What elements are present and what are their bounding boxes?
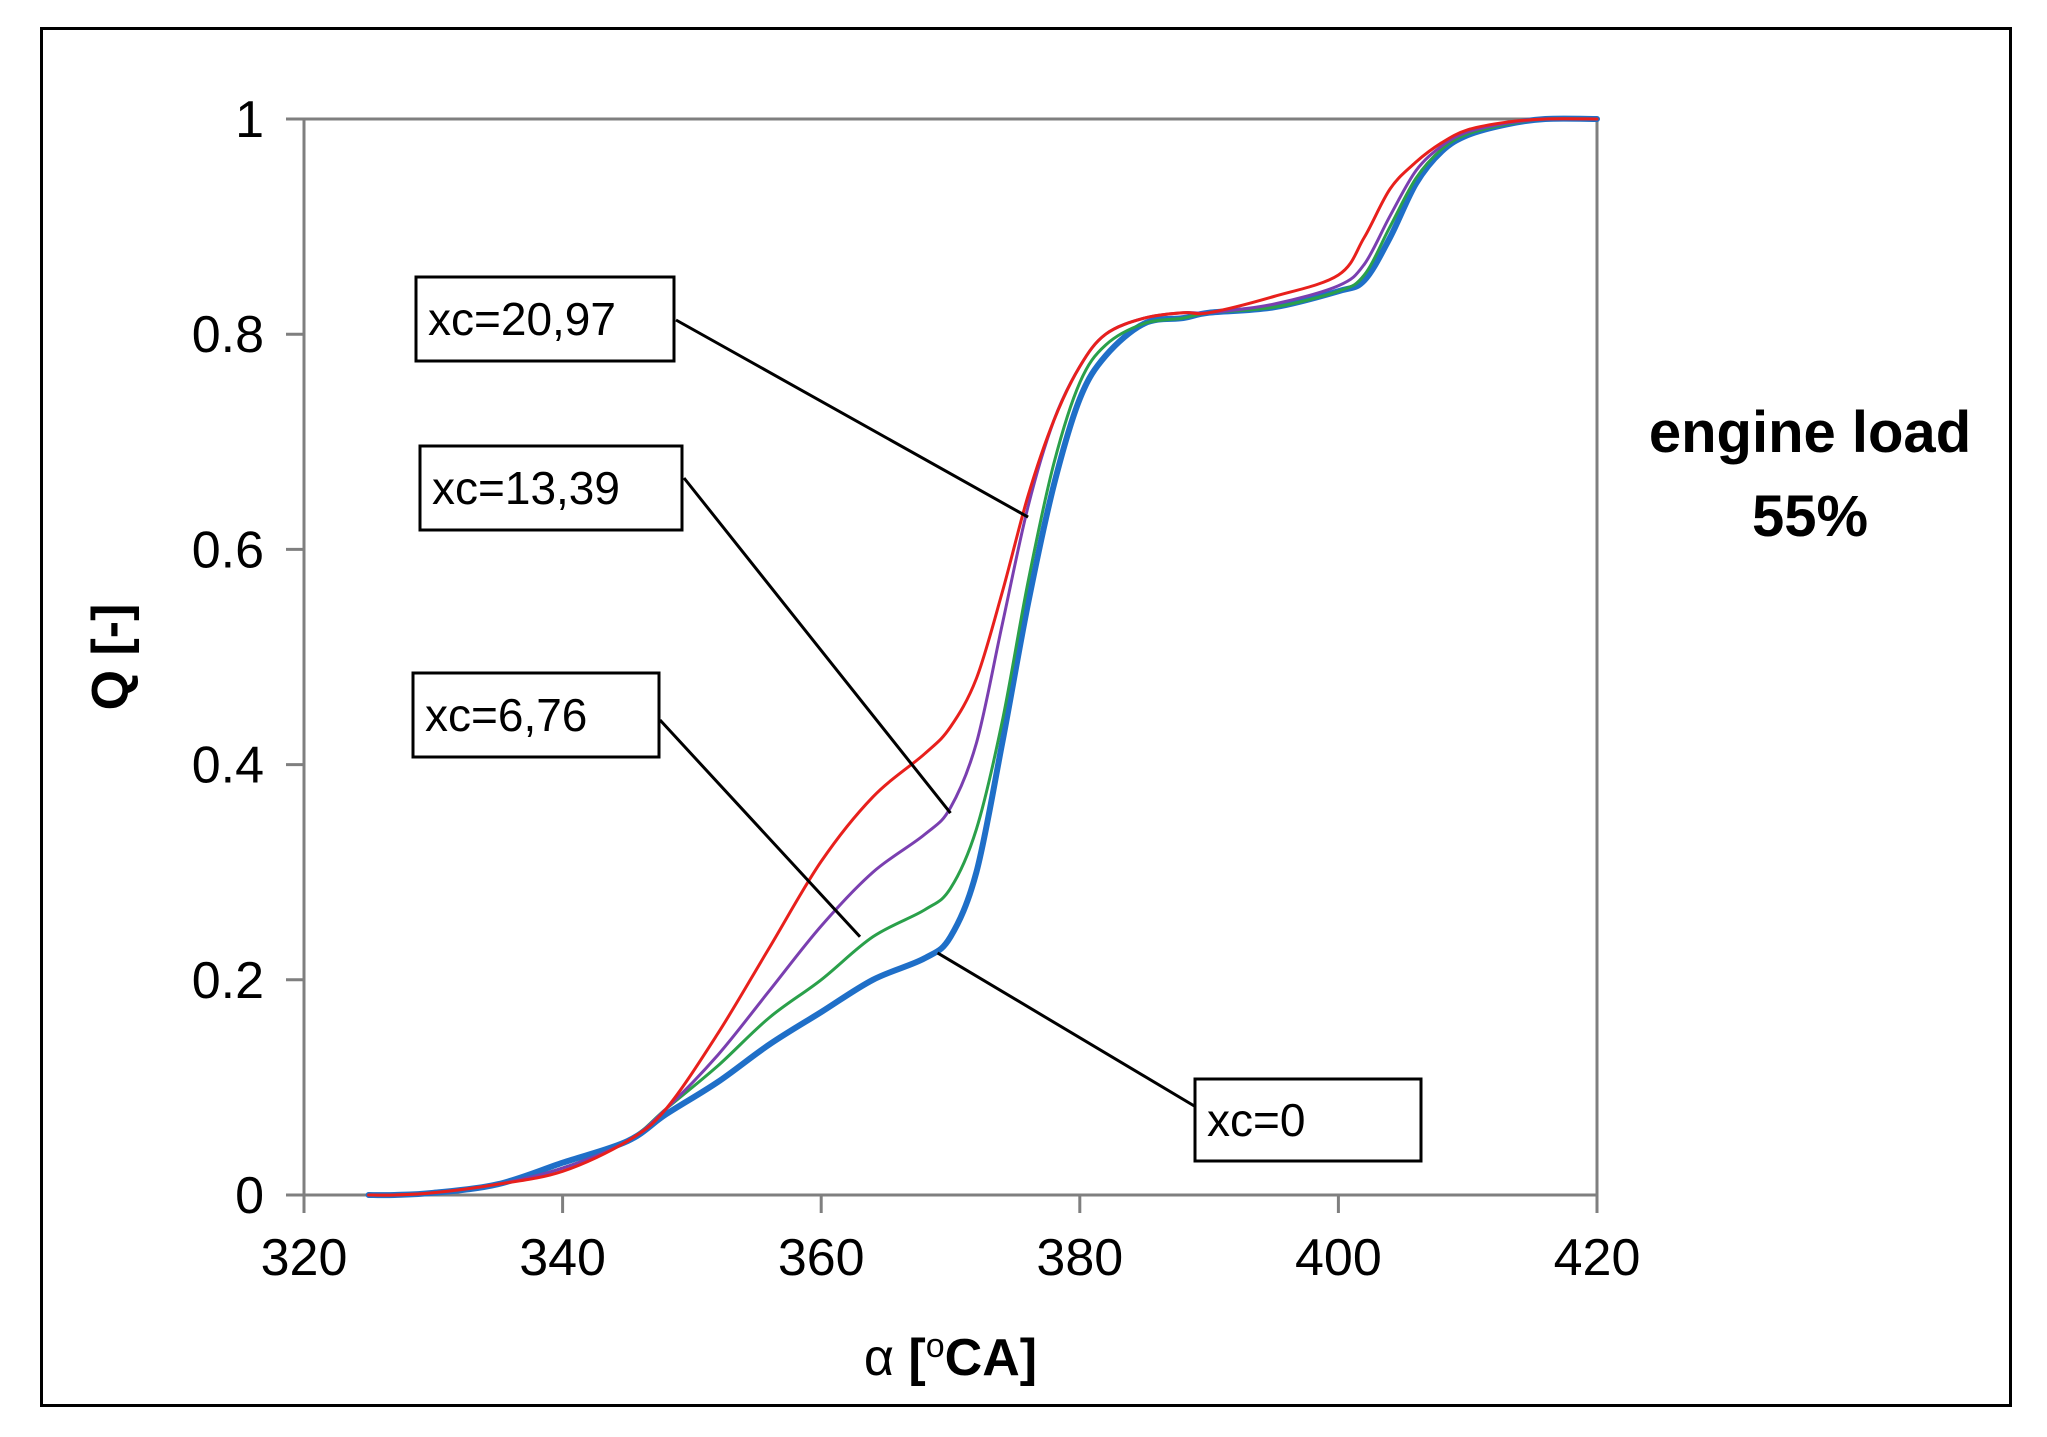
y-axis-title: Q [-] xyxy=(82,604,140,711)
x-axis-title-unit: CA] xyxy=(945,1329,1037,1387)
callout-leader-line xyxy=(936,951,1197,1109)
x-axis-title: α [oCA] xyxy=(864,1327,1037,1387)
series-line-xc-20-97 xyxy=(367,117,1599,1197)
callout-box xyxy=(1193,1077,1423,1163)
y-tick-label: 0 xyxy=(235,1167,264,1225)
x-axis-title-symbol: α xyxy=(864,1329,894,1387)
y-tick-label: 1 xyxy=(235,91,264,149)
x-tick-label: 400 xyxy=(1295,1229,1382,1287)
x-tick-label: 340 xyxy=(519,1229,606,1287)
x-axis-title-space xyxy=(894,1329,908,1387)
axes xyxy=(302,117,1599,1197)
callout-group: xc=20,97 xc=13,39 xc=6,76 xc=0 xyxy=(411,275,1423,1163)
x-tick-label: 320 xyxy=(261,1229,348,1287)
engine-load-label: engine load xyxy=(1649,400,1971,465)
callout-leader-line xyxy=(682,477,952,814)
callout-leader-line xyxy=(675,318,1029,519)
callout-box xyxy=(411,671,661,759)
x-axis-title-degree: o xyxy=(926,1327,945,1365)
y-tick-label: 0.2 xyxy=(192,952,264,1010)
callout-box xyxy=(414,275,676,363)
figure-frame xyxy=(40,27,2012,1407)
engine-load-value: 55% xyxy=(1752,484,1868,549)
callout-label: xc=13,39 xyxy=(432,462,620,514)
callout-label: xc=6,76 xyxy=(425,689,587,741)
y-tick-label: 0.4 xyxy=(192,737,264,795)
callout-label: xc=0 xyxy=(1207,1094,1305,1146)
callout-box xyxy=(418,444,684,532)
callout-label: xc=20,97 xyxy=(428,293,616,345)
series-group xyxy=(365,115,1600,1199)
tick-group: 0 0.2 0.4 0.6 0.8 1 320 340 360 380 400 420 xyxy=(192,91,1641,1287)
y-tick-label: 0.8 xyxy=(192,306,264,364)
y-tick-label: 0.6 xyxy=(192,521,264,579)
callout-leader-line xyxy=(658,718,862,938)
x-axis-title-open: [ xyxy=(908,1329,925,1387)
x-tick-label: 360 xyxy=(778,1229,865,1287)
x-tick-label: 380 xyxy=(1036,1229,1123,1287)
x-tick-label: 420 xyxy=(1554,1229,1641,1287)
